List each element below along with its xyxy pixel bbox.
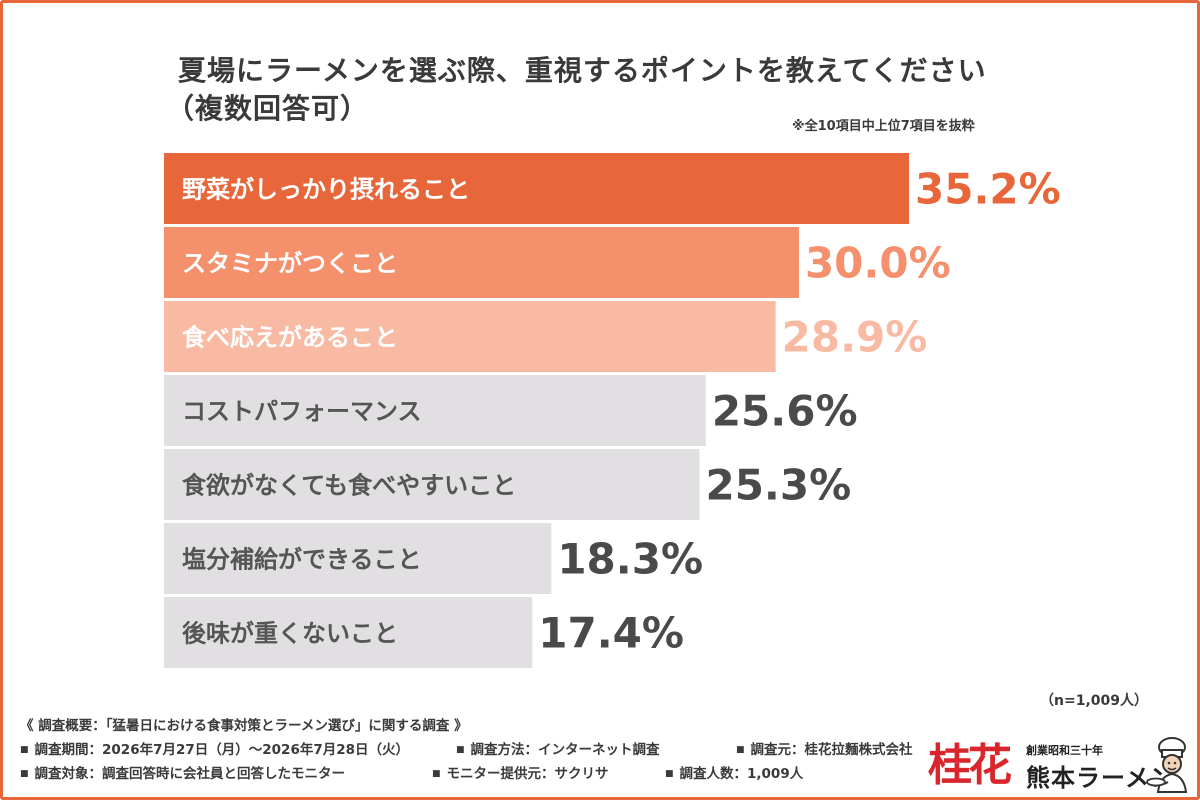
survey-source: 調査元：桂花拉麵株式会社 [750, 742, 913, 758]
survey-summary: 《 調査概要：「猛暑日における食事対策とラーメン選び」に関する調査 》 ■ 調査期… [20, 714, 940, 786]
bar-value-label: 25.3% [705, 461, 851, 510]
bar [164, 301, 776, 372]
bar [164, 597, 533, 668]
excerpt-note: ※全10項目中上位7項目を抜粋 [792, 119, 975, 134]
bar-category-label: 野菜がしっかり摂れること [182, 176, 470, 204]
bullet-icon: ■ [20, 745, 29, 755]
bar-category-label: 食欲がなくても食べやすいこと [182, 472, 516, 500]
bar-value-label: 35.2% [915, 165, 1061, 214]
bar-category-label: 塩分補給ができること [182, 546, 422, 574]
bullet-icon: ■ [665, 769, 674, 779]
title-line-1: 夏場にラーメンを選ぶ際、重視するポイントを教えてください [178, 54, 987, 87]
survey-provider: モニター提供元：サクリサ [446, 766, 609, 782]
bar [164, 153, 909, 224]
bar-value-label: 17.4% [538, 609, 684, 658]
logo-name: 熊本ラーメン [1026, 764, 1176, 792]
survey-method: 調査方法：インターネット調査 [470, 742, 660, 758]
bar-category-label: 後味が重くないこと [182, 620, 398, 648]
bar-category-label: 食べ応えがあること [182, 324, 398, 352]
bar [164, 375, 706, 446]
chart-title: 夏場にラーメンを選ぶ際、重視するポイントを教えてください （複数回答可） [166, 52, 1078, 128]
bullet-icon: ■ [736, 745, 745, 755]
logo-since: 創業昭和三十年 [1026, 744, 1103, 757]
survey-heading: 《 調査概要：「猛暑日における食事対策とラーメン選び」に関する調査 》 [20, 718, 468, 734]
bar [164, 227, 799, 298]
title-line-2: （複数回答可） [166, 92, 370, 125]
logo-mark: 桂花 [928, 740, 1012, 791]
bar-category-label: コストパフォーマンス [182, 398, 422, 426]
bullet-icon: ■ [432, 769, 441, 779]
chef-icon [1146, 737, 1188, 793]
bar-value-label: 18.3% [557, 535, 703, 584]
sample-size: （n=1,009人） [1040, 693, 1148, 709]
bullet-icon: ■ [456, 745, 465, 755]
survey-respondents: 調査人数：1,009人 [679, 766, 804, 782]
bullet-icon: ■ [20, 769, 29, 779]
bar-category-label: スタミナがつくこと [182, 250, 398, 278]
bar-value-label: 25.6% [712, 387, 858, 436]
brand-logo: 桂花 創業昭和三十年 熊本ラーメン [928, 736, 1198, 796]
bar-value-label: 28.9% [782, 313, 928, 362]
survey-target: 調査対象：調査回答時に会社員と回答したモニター [34, 766, 346, 782]
survey-period: 調査期間：2026年7月27日（月）～2026年7月28日（火） [34, 742, 410, 758]
bar [164, 523, 552, 594]
bar-value-label: 30.0% [805, 239, 951, 288]
bar [164, 449, 700, 520]
